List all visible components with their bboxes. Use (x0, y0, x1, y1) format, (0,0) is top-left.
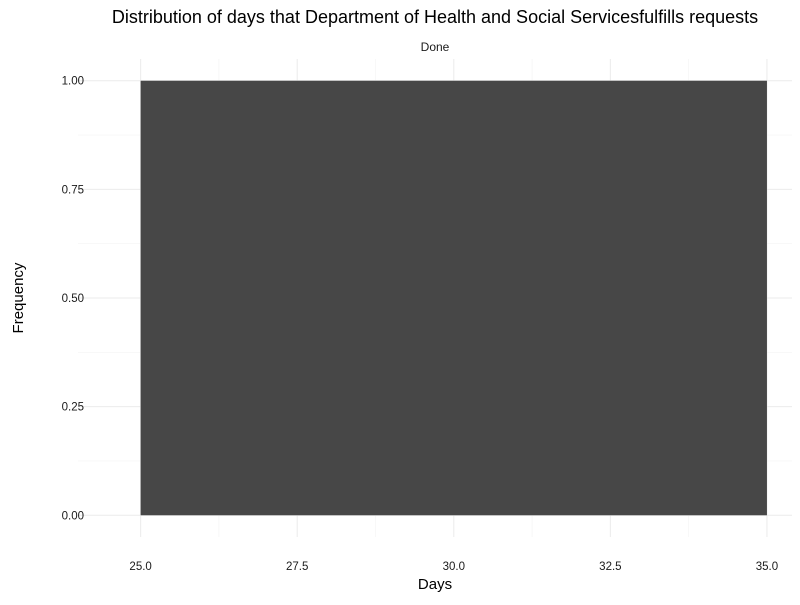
y-tick-label: 0.50 (62, 293, 84, 305)
y-axis-title: Frequency (10, 262, 27, 333)
x-tick-label: 32.5 (599, 561, 621, 573)
chart-title: Distribution of days that Department of … (112, 7, 758, 27)
y-tick-label: 0.75 (62, 184, 84, 196)
histogram-bars (140, 80, 767, 516)
histogram-bar (140, 80, 767, 516)
x-axis-tick-labels: 25.0 27.5 30.0 32.5 35.0 (129, 561, 778, 573)
x-tick-label: 27.5 (286, 561, 308, 573)
y-tick-label: 0.00 (62, 510, 84, 522)
y-tick-label: 1.00 (62, 76, 84, 88)
x-tick-label: 25.0 (129, 561, 151, 573)
x-tick-label: 35.0 (756, 561, 778, 573)
y-tick-label: 0.25 (62, 402, 84, 414)
facet-strip-label: Done (421, 40, 450, 54)
x-tick-label: 30.0 (443, 561, 465, 573)
y-axis-tick-labels: 0.00 0.25 0.50 0.75 1.00 (62, 76, 84, 523)
x-axis-title: Days (418, 576, 452, 593)
